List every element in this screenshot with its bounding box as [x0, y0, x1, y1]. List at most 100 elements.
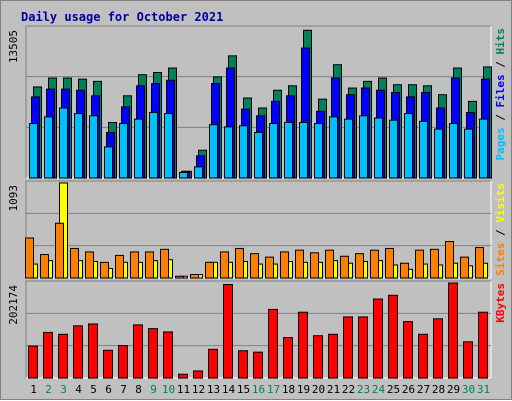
bar-pages-day-14 — [224, 126, 233, 179]
bar-sites-day-10 — [160, 248, 169, 279]
x-tick-label: 24 — [372, 383, 386, 396]
legend-entry-hits: Hits — [494, 28, 507, 55]
x-tick-label: 15 — [237, 383, 250, 396]
bar-sites-day-15 — [235, 247, 244, 279]
bar-pages-day-13 — [209, 124, 218, 179]
x-tick-label: 26 — [402, 383, 415, 396]
bar-pages-day-11 — [179, 171, 188, 179]
bar-pages-day-4 — [74, 113, 83, 179]
panel-legend: KBytes — [494, 283, 507, 323]
x-tick-label: 30 — [462, 383, 475, 396]
chart-panels: 13505 Pages / Files / Hits 1093 Sites / Vis… — [7, 25, 507, 379]
bar-pages-day-19 — [299, 121, 308, 179]
bar-sites-day-8 — [130, 251, 139, 279]
bar-kbytes-day-3 — [58, 333, 68, 379]
y-max-label: 1093 — [7, 185, 20, 212]
bar-pages-day-16 — [254, 131, 263, 179]
panel-legend: Pages / Files / Hits — [494, 28, 507, 161]
bar-sites-day-2 — [40, 254, 49, 279]
x-tick-label: 31 — [477, 383, 490, 396]
bar-sites-day-22 — [340, 255, 349, 279]
bar-sites-day-13 — [205, 261, 214, 279]
y-max-label: 13505 — [7, 30, 20, 63]
bar-kbytes-day-27 — [418, 333, 428, 379]
bar-pages-day-3 — [59, 107, 68, 179]
x-tick-label: 29 — [447, 383, 460, 396]
x-tick-label: 6 — [105, 383, 112, 396]
bar-sites-day-7 — [115, 254, 124, 279]
series-kbytes — [28, 282, 488, 379]
legend-entry-kbytes: KBytes — [494, 283, 507, 323]
legend-entry-files: Files — [494, 74, 507, 107]
bar-kbytes-day-4 — [73, 325, 83, 379]
bar-kbytes-day-18 — [283, 337, 293, 379]
x-tick-label: 3 — [60, 383, 67, 396]
bar-pages-day-2 — [44, 116, 53, 179]
x-axis-day-labels: 1 2 3 4 5 6 7 8 9 10 11 12 13 14 15 16 17 18 19 20 21 22 23 24 2… — [30, 383, 490, 396]
x-tick-label: 25 — [387, 383, 400, 396]
bar-kbytes-day-29 — [448, 282, 458, 379]
bar-sites-day-19 — [295, 249, 304, 279]
bar-kbytes-day-1 — [28, 345, 38, 379]
bar-pages-day-15 — [239, 125, 248, 179]
x-tick-label: 8 — [135, 383, 142, 396]
bar-pages-day-1 — [29, 123, 38, 179]
bar-sites-day-6 — [100, 261, 109, 279]
bar-pages-day-9 — [149, 111, 158, 179]
bar-sites-day-12 — [190, 274, 199, 279]
bar-sites-day-9 — [145, 251, 154, 279]
bar-pages-day-6 — [104, 146, 113, 179]
bar-pages-day-27 — [419, 120, 428, 179]
x-tick-label: 20 — [312, 383, 325, 396]
x-tick-label: 14 — [222, 383, 236, 396]
bar-pages-day-26 — [404, 113, 413, 179]
bar-kbytes-day-20 — [313, 335, 323, 379]
bar-sites-day-18 — [280, 251, 289, 279]
bar-kbytes-day-28 — [433, 318, 443, 379]
bar-pages-day-20 — [314, 123, 323, 179]
bar-sites-day-5 — [85, 251, 94, 279]
x-tick-label: 2 — [45, 383, 52, 396]
series-sites — [25, 222, 484, 279]
bar-sites-day-31 — [475, 247, 484, 279]
bar-kbytes-day-30 — [463, 341, 473, 379]
bar-kbytes-day-13 — [208, 348, 218, 379]
x-tick-label: 4 — [75, 383, 82, 396]
bar-pages-day-10 — [164, 113, 173, 179]
bar-pages-day-30 — [464, 128, 473, 179]
bar-sites-day-16 — [250, 253, 259, 279]
bar-pages-day-25 — [389, 119, 398, 179]
bar-sites-day-24 — [370, 249, 379, 279]
bar-sites-day-20 — [310, 252, 319, 279]
bar-kbytes-day-9 — [148, 328, 158, 379]
bar-pages-day-31 — [479, 118, 488, 179]
x-tick-label: 18 — [282, 383, 295, 396]
bar-pages-day-12 — [194, 166, 203, 179]
bar-kbytes-day-25 — [388, 294, 398, 379]
x-tick-label: 13 — [207, 383, 220, 396]
x-tick-label: 19 — [297, 383, 310, 396]
bar-pages-day-7 — [119, 123, 128, 179]
panel-hits-files-pages: 13505 Pages / Files / Hits — [7, 25, 507, 179]
x-tick-label: 5 — [90, 383, 97, 396]
legend-entry-sites: Sites — [494, 243, 507, 276]
bar-kbytes-day-31 — [478, 311, 488, 379]
bar-pages-day-5 — [89, 115, 98, 179]
bar-kbytes-day-17 — [268, 308, 278, 379]
bar-sites-day-14 — [220, 251, 229, 279]
bar-pages-day-23 — [359, 115, 368, 179]
x-tick-label: 11 — [177, 383, 190, 396]
y-max-label: 202174 — [7, 285, 20, 325]
bar-kbytes-day-10 — [163, 331, 173, 379]
bar-pages-day-24 — [374, 117, 383, 179]
bar-kbytes-day-7 — [118, 345, 128, 379]
x-tick-label: 10 — [162, 383, 175, 396]
bar-sites-day-30 — [460, 256, 469, 279]
bar-pages-day-8 — [134, 118, 143, 179]
bar-sites-day-21 — [325, 249, 334, 279]
bar-sites-day-3 — [55, 222, 64, 279]
bar-sites-day-25 — [385, 247, 394, 279]
bar-kbytes-day-11 — [178, 373, 188, 379]
x-tick-label: 16 — [252, 383, 265, 396]
